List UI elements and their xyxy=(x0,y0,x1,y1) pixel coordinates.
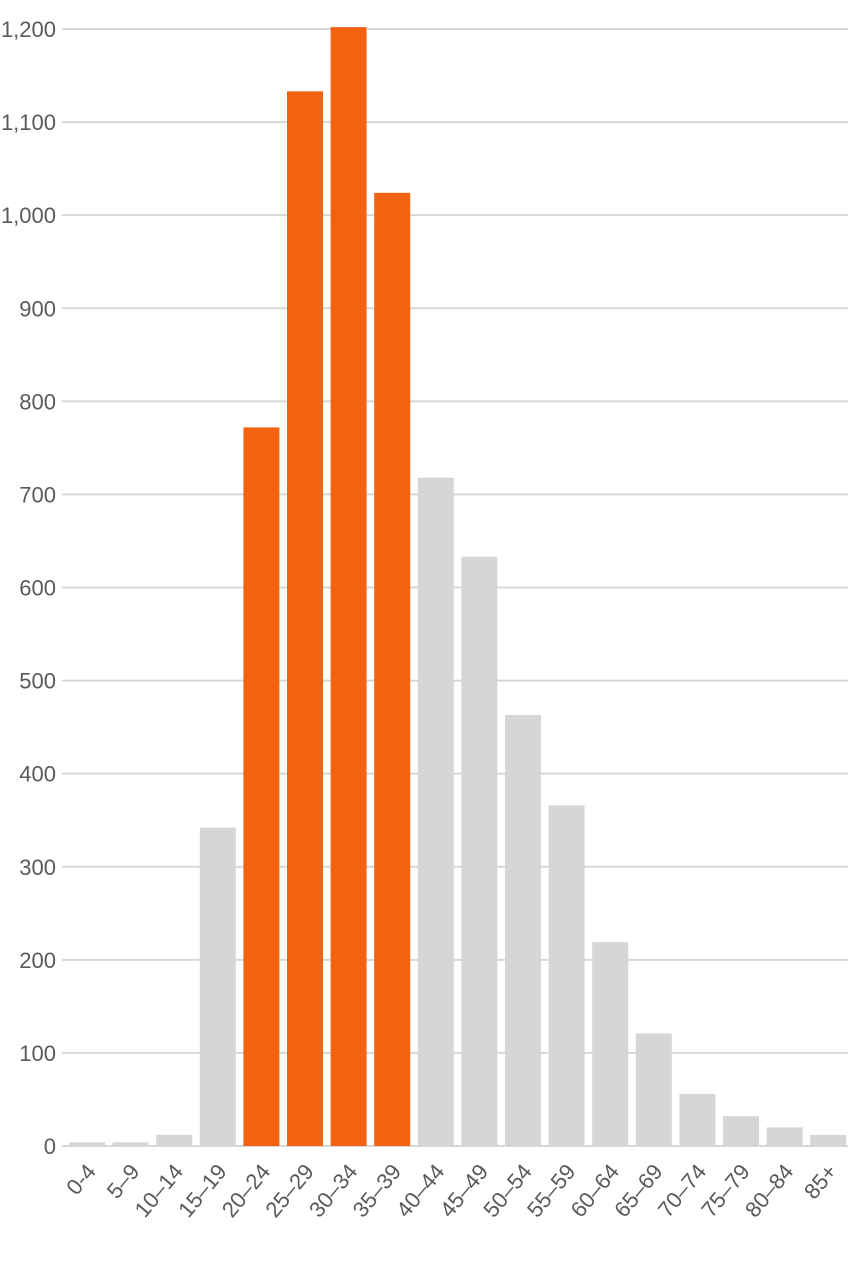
bar-25–29 xyxy=(287,91,323,1146)
gridlines xyxy=(62,28,848,1147)
bar-50–54 xyxy=(505,715,541,1146)
x-tick-label: 60–64 xyxy=(566,1159,624,1222)
y-tick-label: 1,000 xyxy=(1,203,56,228)
bar-55–59 xyxy=(548,805,585,1146)
bar-85+ xyxy=(810,1134,847,1146)
y-tick-label: 900 xyxy=(19,296,56,321)
y-tick-label: 600 xyxy=(19,576,56,601)
x-tick-label: 55–59 xyxy=(522,1159,580,1222)
bar-80–84 xyxy=(766,1127,803,1146)
x-tick-label: 15–19 xyxy=(173,1159,231,1222)
bar-65–69 xyxy=(635,1033,672,1146)
bar-60–64 xyxy=(592,942,629,1146)
bar-30–34 xyxy=(330,27,367,1147)
x-tick-label: 50–54 xyxy=(478,1159,536,1222)
y-axis-ticks: 0 100 200 300 400 500 600 700 800 900 1,000 1,100 1,… xyxy=(1,17,56,1159)
y-tick-label: 1,200 xyxy=(1,17,56,42)
x-tick-label: 40–44 xyxy=(391,1159,449,1222)
y-tick-label: 100 xyxy=(19,1041,56,1066)
bar-70–74 xyxy=(679,1093,716,1146)
bar-40–44 xyxy=(417,477,454,1147)
x-tick-label: 25–29 xyxy=(260,1159,318,1222)
x-tick-label: 65–69 xyxy=(609,1159,667,1222)
x-tick-label: 75–79 xyxy=(696,1159,754,1222)
y-tick-label: 1,100 xyxy=(1,110,56,135)
y-tick-label: 800 xyxy=(19,389,56,414)
bar-0-4 xyxy=(69,1142,105,1146)
x-axis-ticks: 0-4 5–910–1415–1920–2425–2930–3435–3940–4… xyxy=(61,1159,842,1222)
bar-10–14 xyxy=(156,1134,193,1146)
x-tick-label: 45–49 xyxy=(435,1159,493,1222)
x-tick-label: 20–24 xyxy=(217,1159,275,1222)
y-tick-label: 500 xyxy=(19,669,56,694)
y-tick-label: 400 xyxy=(19,762,56,787)
x-tick-label: 0-4 xyxy=(61,1159,101,1199)
x-tick-label: 85+ xyxy=(799,1159,842,1204)
bar-5–9 xyxy=(112,1142,149,1146)
bar-45–49 xyxy=(461,556,498,1146)
x-tick-label: 10–14 xyxy=(130,1159,188,1222)
bars xyxy=(69,27,847,1147)
bar-15–19 xyxy=(199,827,236,1146)
y-tick-label: 0 xyxy=(44,1134,56,1159)
y-tick-label: 300 xyxy=(19,855,56,880)
x-tick-label: 35–39 xyxy=(348,1159,406,1222)
x-tick-label: 70–74 xyxy=(653,1159,711,1222)
y-tick-label: 200 xyxy=(19,948,56,973)
bar-75–79 xyxy=(723,1116,759,1146)
x-tick-label: 80–84 xyxy=(740,1159,798,1222)
bar-35–39 xyxy=(374,192,411,1146)
y-tick-label: 700 xyxy=(19,482,56,507)
bar-20–24 xyxy=(243,427,280,1146)
x-tick-label: 30–34 xyxy=(304,1159,362,1222)
